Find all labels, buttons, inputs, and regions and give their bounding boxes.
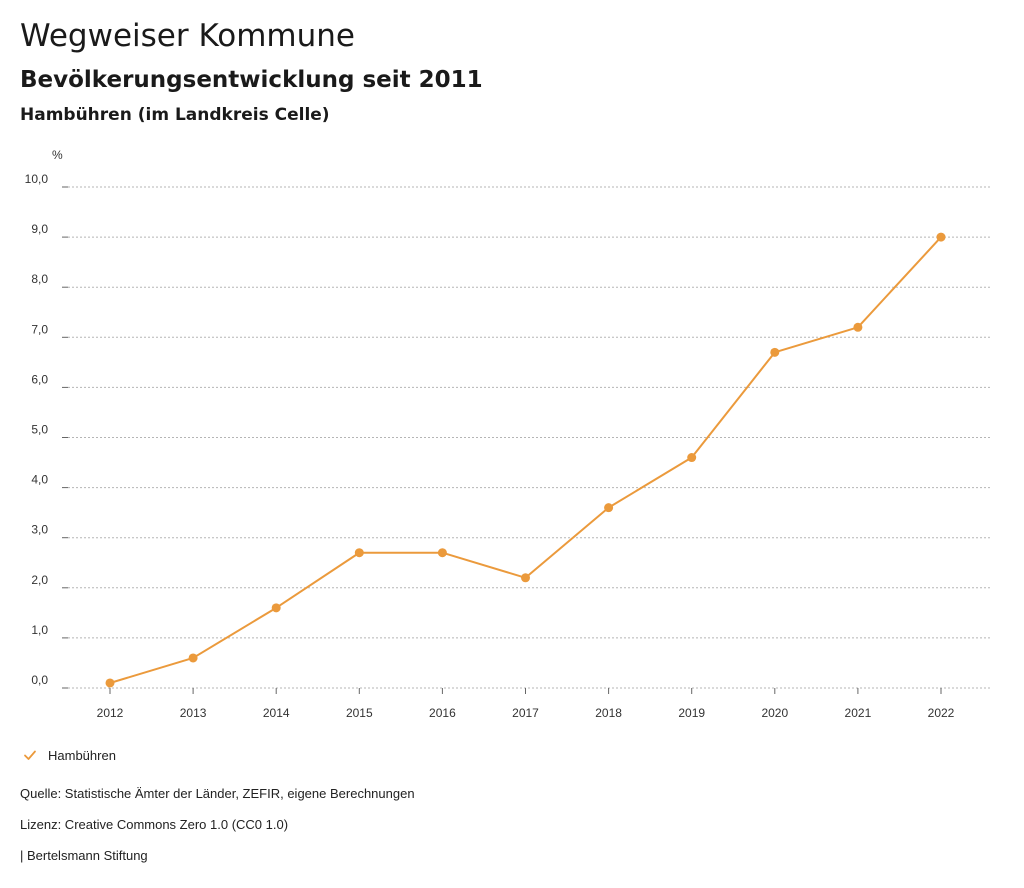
x-tick-label: 2019 bbox=[678, 706, 705, 720]
chart-subtitle: Bevölkerungsentwicklung seit 2011 bbox=[20, 67, 483, 93]
checkmark-icon bbox=[24, 750, 36, 760]
y-tick-label: 9,0 bbox=[31, 222, 48, 236]
y-tick-label: 7,0 bbox=[31, 322, 48, 336]
data-point[interactable] bbox=[936, 232, 946, 242]
data-point[interactable] bbox=[354, 548, 364, 558]
gridlines bbox=[68, 186, 990, 689]
publisher-note: | Bertelsmann Stiftung bbox=[20, 848, 148, 863]
y-tick-label: 5,0 bbox=[31, 423, 48, 437]
x-tick-label: 2022 bbox=[928, 706, 955, 720]
line-chart: % 0,0 1,0 2,0 3,0 4,0 5,0 6,0 7,0 8,0 9,0 10,0 201… bbox=[25, 148, 990, 720]
data-point[interactable] bbox=[521, 573, 530, 583]
y-tick-label: 6,0 bbox=[31, 372, 48, 386]
x-tick-label: 2021 bbox=[845, 706, 872, 720]
y-tick-label: 10,0 bbox=[25, 172, 49, 186]
x-tick-label: 2013 bbox=[180, 706, 207, 720]
data-point[interactable] bbox=[853, 322, 863, 332]
x-tick-label: 2015 bbox=[346, 706, 373, 720]
data-point[interactable] bbox=[604, 503, 614, 513]
y-tick-label: 2,0 bbox=[31, 573, 48, 587]
x-tick-label: 2018 bbox=[595, 706, 622, 720]
y-tick-label: 3,0 bbox=[31, 523, 48, 537]
data-point[interactable] bbox=[687, 453, 697, 463]
y-axis-ticks: 0,0 1,0 2,0 3,0 4,0 5,0 6,0 7,0 8,0 9,0 10,0 bbox=[25, 172, 68, 689]
y-tick-label: 8,0 bbox=[31, 272, 48, 286]
x-tick-label: 2016 bbox=[429, 706, 456, 720]
x-axis-ticks: 2012 2013 2014 2015 2016 2017 2018 2019 2020 2021… bbox=[97, 688, 955, 720]
data-point[interactable] bbox=[105, 678, 115, 688]
legend-label-hambuehren: Hambühren bbox=[48, 747, 116, 763]
data-point[interactable] bbox=[437, 548, 447, 558]
x-tick-label: 2014 bbox=[263, 706, 290, 720]
x-tick-label: 2020 bbox=[761, 706, 788, 720]
y-tick-label: 1,0 bbox=[31, 623, 48, 637]
chart-title: Wegweiser Kommune bbox=[20, 18, 355, 54]
y-tick-label: 0,0 bbox=[31, 673, 48, 687]
data-point[interactable] bbox=[271, 603, 281, 613]
series-line-hambuehren bbox=[109, 236, 942, 684]
series-group bbox=[105, 232, 946, 688]
license-note: Lizenz: Creative Commons Zero 1.0 (CC0 1… bbox=[20, 817, 289, 832]
y-axis-unit-label: % bbox=[52, 148, 63, 162]
x-tick-label: 2017 bbox=[512, 706, 539, 720]
region-title: Hambühren (im Landkreis Celle) bbox=[20, 105, 330, 125]
source-note: Quelle: Statistische Ämter der Länder, Z… bbox=[20, 786, 415, 801]
x-tick-label: 2012 bbox=[97, 706, 124, 720]
legend[interactable]: Hambühren bbox=[22, 744, 116, 766]
data-point[interactable] bbox=[188, 653, 198, 663]
data-point[interactable] bbox=[770, 347, 780, 357]
y-tick-label: 4,0 bbox=[31, 473, 48, 487]
